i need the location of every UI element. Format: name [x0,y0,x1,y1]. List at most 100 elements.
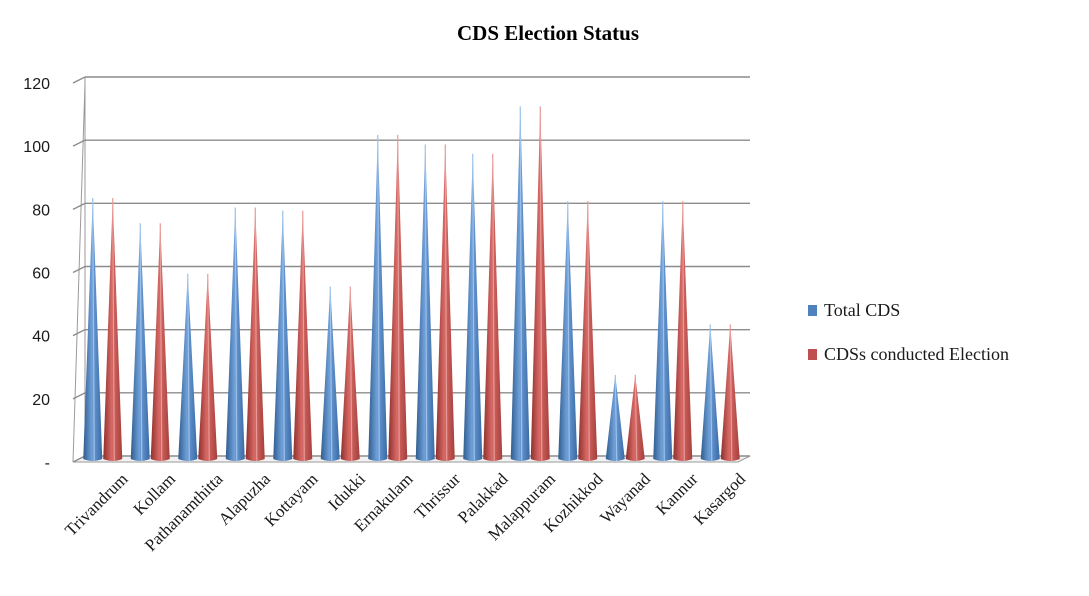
bar-cone [605,374,625,461]
bar-cone [103,198,123,461]
y-tick-label: 80 [32,202,50,219]
bar-cone [83,198,103,461]
bar-cone [625,374,645,461]
gridlines [72,76,750,463]
x-tick-label: Idukki [324,469,369,514]
bar-cone [150,223,170,461]
bar-highlight [587,201,590,462]
bar-cone [225,207,245,461]
legend-item: CDSs conducted Election [808,344,1009,364]
bar-cds-conducted-election [435,144,455,462]
bar-highlight [682,201,685,462]
bar-total-cds [415,144,435,462]
y-axis: - 20 40 60 80 100 120 [23,76,50,472]
bar-cone [558,201,578,462]
gridline-side [72,265,86,274]
bar-highlight [234,207,238,462]
bar-cone [415,144,435,461]
legend-label: Total CDS [824,300,900,320]
bar-highlight [92,198,95,462]
bar-highlight [159,223,163,462]
bar-cone [435,144,455,461]
bar-total-cds [178,273,198,462]
bar-total-cds [463,153,483,462]
bar-highlight [614,374,618,462]
x-axis: TrivandrumKollamPathanamthittaAlapuzhaKo… [61,469,749,555]
bar-cds-conducted-election [530,106,550,462]
side-wall-edge [72,82,86,463]
bar-highlight [444,144,448,462]
bar-total-cds [83,198,103,462]
legend-swatch [808,305,817,316]
bar-total-cds [130,223,150,462]
gridline-side [72,392,86,400]
y-tick-label: - [45,455,50,472]
bar-highlight [187,273,190,462]
bar-total-cds [273,210,293,462]
bar-highlight [492,153,495,462]
bar-highlight [282,210,285,462]
bar-cone [245,207,265,461]
plot-floor [72,455,751,463]
bar-highlight [329,286,333,462]
bar-highlight [139,223,143,462]
bar-cone [198,273,218,461]
bar-cone [368,134,388,461]
gridline-side [72,329,86,337]
bar-cone [273,210,293,461]
bar-highlight [397,134,400,462]
bar-cone [130,223,150,461]
gridline-side [72,202,86,210]
bar-cds-conducted-election [150,223,170,462]
bar-cone [578,201,598,462]
bar-cds-conducted-election [340,286,360,462]
bar-highlight [729,324,733,462]
bar-total-cds [653,201,673,462]
bar-highlight [302,210,305,462]
bar-cone [340,286,360,461]
bar-cds-conducted-election [625,374,645,462]
bar-highlight [567,201,570,462]
legend-label: CDSs conducted Election [824,344,1009,364]
bar-cds-conducted-election [388,134,408,462]
bar-total-cds [700,324,720,462]
bar-cone [463,153,483,462]
bar-cds-conducted-election [673,201,693,462]
bar-highlight [377,134,380,462]
bar-cone [530,106,550,462]
bar-total-cds [605,374,625,462]
bar-cds-conducted-election [293,210,313,462]
bar-cds-conducted-election [720,324,740,462]
bar-cds-conducted-election [483,153,503,462]
bar-highlight [207,273,210,462]
x-tick-label: Trivandrum [61,469,131,539]
bar-highlight [112,198,115,462]
bar-cone [673,201,693,462]
bar-highlight [254,207,258,462]
bar-highlight [519,106,523,462]
bar-highlight [662,201,665,462]
x-tick-label: Wayanad [596,469,654,527]
bar-total-cds [320,286,340,462]
bar-total-cds [368,134,388,462]
chart-title: CDS Election Status [457,21,639,45]
bar-cone [653,201,673,462]
plot-area [72,77,751,463]
bar-cone [293,210,313,461]
bar-cone [178,273,198,461]
bar-cone [720,324,740,461]
bar-cds-conducted-election [578,201,598,462]
y-tick-label: 100 [23,139,50,156]
y-tick-label: 120 [23,76,50,93]
y-tick-label: 20 [32,392,50,409]
bar-total-cds [225,207,245,462]
bar-highlight [349,286,353,462]
bar-cone [483,153,503,462]
bar-cone [320,286,340,461]
y-tick-label: 40 [32,329,50,346]
legend-swatch [808,349,817,360]
bar-cds-conducted-election [198,273,218,462]
bars [83,106,740,462]
bar-highlight [472,153,475,462]
x-tick-label: Kasargod [690,469,750,529]
